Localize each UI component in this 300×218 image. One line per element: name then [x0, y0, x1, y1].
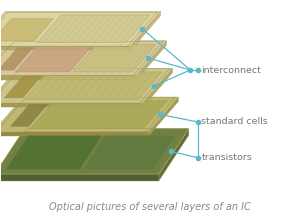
Polygon shape: [0, 103, 142, 107]
Polygon shape: [15, 44, 94, 72]
Polygon shape: [10, 104, 48, 126]
Polygon shape: [83, 135, 176, 169]
Polygon shape: [37, 15, 150, 43]
Polygon shape: [0, 75, 136, 80]
Polygon shape: [130, 12, 160, 51]
Polygon shape: [73, 44, 156, 72]
Text: Optical pictures of several layers of an IC: Optical pictures of several layers of an…: [49, 202, 251, 212]
Polygon shape: [159, 128, 189, 181]
Polygon shape: [0, 41, 167, 75]
Polygon shape: [4, 75, 42, 98]
Polygon shape: [6, 135, 102, 169]
Polygon shape: [0, 46, 130, 51]
Polygon shape: [0, 68, 172, 103]
Polygon shape: [0, 19, 53, 41]
Polygon shape: [136, 41, 166, 80]
Polygon shape: [0, 97, 178, 132]
Polygon shape: [0, 12, 160, 46]
Polygon shape: [30, 100, 168, 128]
Polygon shape: [24, 72, 162, 100]
Polygon shape: [0, 174, 159, 181]
Polygon shape: [0, 48, 33, 70]
Text: standard cells: standard cells: [201, 118, 268, 126]
Text: interconnect: interconnect: [201, 66, 261, 75]
Polygon shape: [142, 68, 172, 107]
Polygon shape: [0, 132, 148, 136]
Text: transistors: transistors: [201, 153, 252, 162]
Polygon shape: [148, 97, 178, 136]
Polygon shape: [0, 128, 189, 174]
